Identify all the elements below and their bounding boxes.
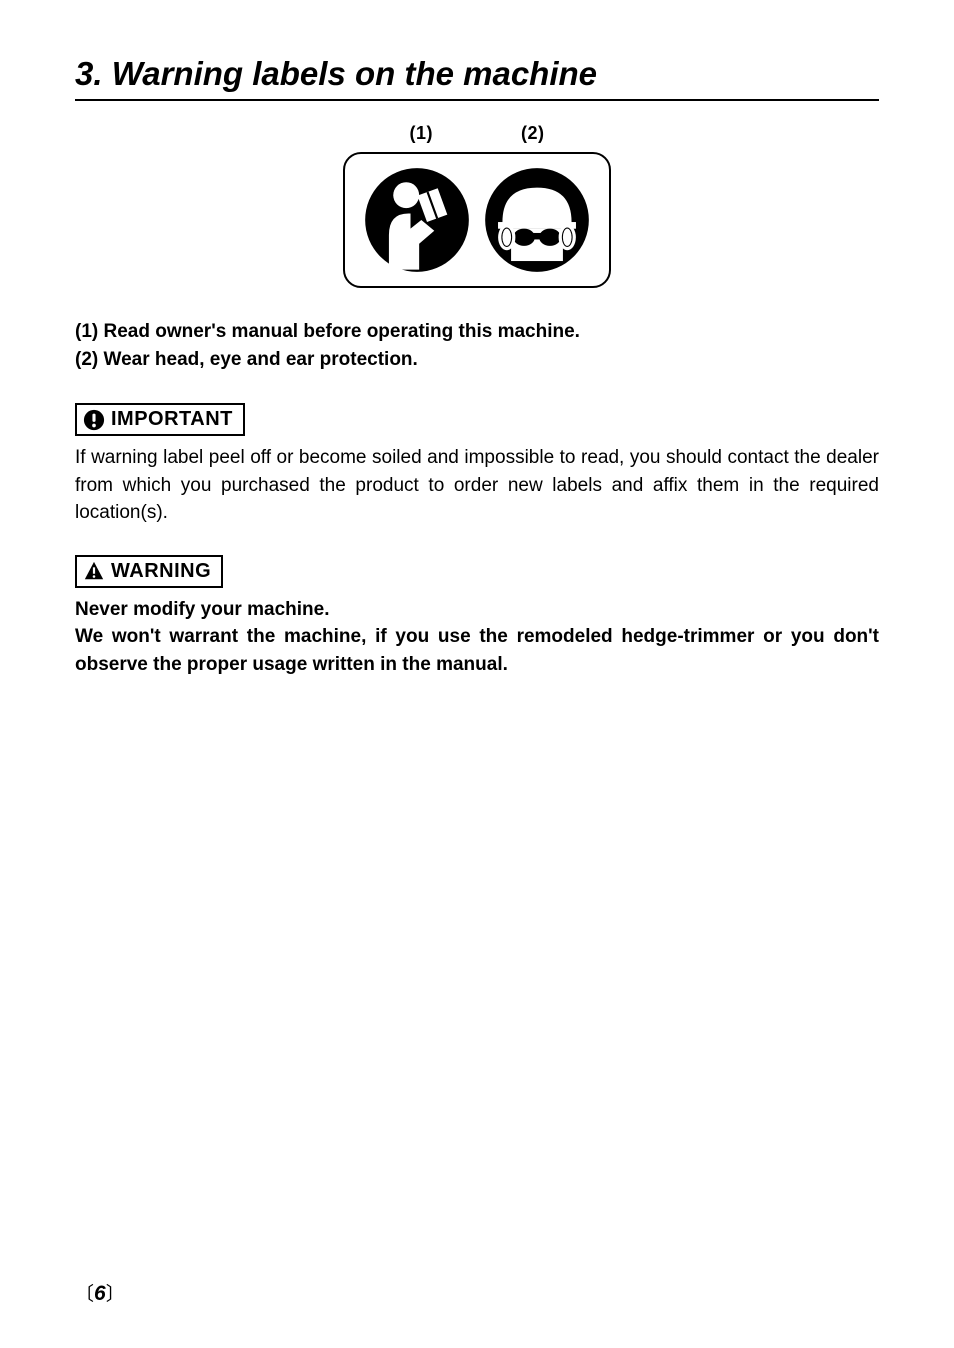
ppe-head-icon	[483, 166, 591, 274]
figure-label-2: (2)	[521, 123, 545, 144]
page-number: 〔6〕	[75, 1279, 125, 1306]
warning-text: Never modify your machine. We won't warr…	[75, 596, 879, 679]
icons-row	[363, 166, 591, 274]
figure-index-labels: (1) (2)	[75, 123, 879, 144]
label-plate	[343, 152, 611, 288]
warning-label: WARNING	[111, 560, 211, 583]
legend-item-2: (2) Wear head, eye and ear protection.	[75, 346, 879, 374]
important-text: If warning label peel off or become soil…	[75, 444, 879, 527]
manual-page: 3. Warning labels on the machine (1) (2)	[0, 0, 954, 1348]
figure-label-1: (1)	[410, 123, 434, 144]
warning-line-2: We won't warrant the machine, if you use…	[75, 623, 879, 678]
page-number-value: 6	[94, 1282, 106, 1305]
bracket-open: 〔	[75, 1284, 94, 1305]
important-label: IMPORTANT	[111, 408, 233, 431]
figure-legend: (1) Read owner's manual before operating…	[75, 318, 879, 373]
bracket-close: 〕	[106, 1284, 125, 1305]
read-manual-icon	[363, 166, 471, 274]
warning-label-figure: (1) (2)	[75, 123, 879, 288]
warning-icon	[83, 560, 105, 582]
important-callout: IMPORTANT	[75, 403, 245, 436]
important-icon	[83, 409, 105, 431]
legend-item-1: (1) Read owner's manual before operating…	[75, 318, 879, 346]
section-title: 3. Warning labels on the machine	[75, 55, 879, 101]
warning-line-1: Never modify your machine.	[75, 596, 879, 624]
warning-callout: WARNING	[75, 555, 223, 588]
